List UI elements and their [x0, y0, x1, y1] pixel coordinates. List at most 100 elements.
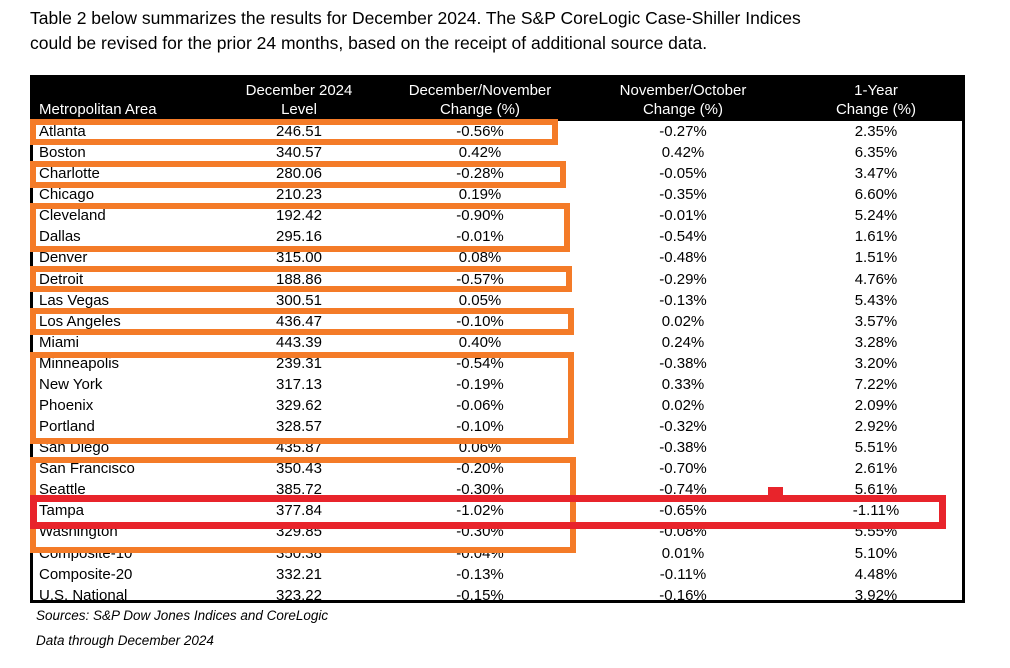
- table-row: Las Vegas 300.51 0.05% -0.13% 5.43%: [33, 290, 962, 311]
- cell-nov_oct: 0.02%: [661, 312, 705, 330]
- title-line-1: Table 2 below summarizes the results for…: [30, 8, 801, 28]
- table-row: Phoenix 329.62 -0.06% 0.02% 2.09%: [33, 395, 962, 416]
- cell-one_year: 6.60%: [854, 186, 898, 204]
- cell-nov_oct: -0.38%: [659, 354, 707, 372]
- cell-level: 239.31: [276, 354, 322, 372]
- cell-nov_oct: -0.27%: [659, 123, 707, 140]
- cell-area: San Diego: [39, 439, 110, 457]
- case-shiller-table: Metropolitan Area December 2024 Level De…: [30, 75, 965, 606]
- table-row: Detroit 188.86 -0.57% -0.29% 4.76%: [33, 269, 962, 290]
- cell-area: Detroit: [39, 270, 84, 288]
- table-row: Charlotte 280.06 -0.28% -0.05% 3.47%: [33, 163, 962, 184]
- column-header-december-2024-level: December 2024 Level: [214, 80, 384, 121]
- cell-one_year: 4.48%: [854, 565, 898, 583]
- table-row: Los Angeles 436.47 -0.10% 0.02% 3.57%: [33, 311, 962, 332]
- cell-dec_nov: -1.02%: [456, 502, 504, 520]
- page-title: Table 2 below summarizes the results for…: [30, 6, 990, 56]
- cell-area: Denver: [39, 249, 88, 267]
- table-row: U.S. National 323.22 -0.15% -0.16% 3.92%: [33, 585, 962, 606]
- header-line-bottom: Change (%): [835, 101, 917, 118]
- cell-dec_nov: -0.54%: [456, 354, 504, 372]
- table-row: New York 317.13 -0.19% 0.33% 7.22%: [33, 374, 962, 395]
- cell-area: Seattle: [39, 481, 86, 499]
- table-row: Washington 329.85 -0.30% -0.08% 5.55%: [33, 521, 962, 542]
- data-through-note: Data through December 2024: [36, 633, 214, 648]
- cell-area: Cleveland: [39, 207, 106, 225]
- table-body: Atlanta 246.51 -0.56% -0.27% 2.35% Boston 340.…: [33, 121, 962, 606]
- table-row: Atlanta 246.51 -0.56% -0.27% 2.35%: [33, 121, 962, 142]
- header-line-top: 1-Year: [854, 82, 898, 99]
- cell-nov_oct: -0.54%: [659, 228, 707, 246]
- cell-one_year: 5.51%: [854, 439, 898, 457]
- cell-level: 435.87: [276, 439, 322, 457]
- cell-dec_nov: -0.90%: [456, 207, 504, 225]
- header-line-bottom: Level: [281, 101, 317, 118]
- cell-one_year: 4.76%: [854, 270, 898, 288]
- cell-one_year: 1.61%: [854, 228, 898, 246]
- cell-level: 246.51: [276, 123, 322, 140]
- cell-area: Miami: [39, 333, 79, 351]
- cell-dec_nov: 0.08%: [458, 249, 502, 267]
- cell-dec_nov: -0.04%: [456, 544, 504, 562]
- table-row: Denver 315.00 0.08% -0.48% 1.51%: [33, 247, 962, 268]
- cell-level: 280.06: [276, 165, 322, 183]
- table-row: Tampa 377.84 -1.02% -0.65% -1.11%: [33, 500, 962, 521]
- column-header-december-november-change: December/November Change (%): [384, 80, 576, 121]
- cell-dec_nov: 0.42%: [458, 144, 502, 162]
- cell-nov_oct: -0.11%: [659, 565, 707, 583]
- cell-area: Composite-10: [39, 544, 133, 562]
- cell-area: Atlanta: [39, 123, 86, 140]
- cell-area: Chicago: [39, 186, 95, 204]
- cell-one_year: 3.20%: [854, 354, 898, 372]
- cell-dec_nov: -0.30%: [456, 481, 504, 499]
- cell-area: Boston: [39, 144, 86, 162]
- cell-one_year: 7.22%: [854, 375, 898, 393]
- cell-level: 323.22: [276, 586, 322, 604]
- cell-dec_nov: -0.10%: [456, 418, 504, 436]
- header-line-bottom: Change (%): [439, 101, 521, 118]
- cell-area: Los Angeles: [39, 312, 121, 330]
- cell-nov_oct: -0.74%: [659, 481, 707, 499]
- sources-note: Sources: S&P Dow Jones Indices and CoreL…: [36, 608, 329, 623]
- cell-one_year: 3.92%: [854, 586, 898, 604]
- cell-one_year: -1.11%: [852, 502, 900, 520]
- cell-one_year: 1.51%: [854, 249, 898, 267]
- table-row: Portland 328.57 -0.10% -0.32% 2.92%: [33, 416, 962, 437]
- cell-nov_oct: -0.08%: [659, 523, 707, 541]
- table-row: Boston 340.57 0.42% 0.42% 6.35%: [33, 142, 962, 163]
- cell-nov_oct: -0.48%: [659, 249, 707, 267]
- table-row: Composite-20 332.21 -0.13% -0.11% 4.48%: [33, 564, 962, 585]
- column-header-november-october-change: November/October Change (%): [576, 80, 790, 121]
- cell-level: 188.86: [276, 270, 322, 288]
- table-row: Miami 443.39 0.40% 0.24% 3.28%: [33, 332, 962, 353]
- cell-dec_nov: -0.01%: [456, 228, 504, 246]
- cell-nov_oct: 0.33%: [661, 375, 705, 393]
- cell-level: 295.16: [276, 228, 322, 246]
- table-row: Seattle 385.72 -0.30% -0.74% 5.61%: [33, 479, 962, 500]
- table-row: Composite-10 350.38 -0.04% 0.01% 5.10%: [33, 543, 962, 564]
- cell-one_year: 2.61%: [854, 460, 898, 478]
- cell-area: Minneapolis: [39, 354, 120, 372]
- cell-area: U.S. National: [39, 586, 128, 604]
- cell-level: 329.85: [276, 523, 322, 541]
- cell-dec_nov: -0.10%: [456, 312, 504, 330]
- cell-dec_nov: -0.28%: [456, 165, 504, 183]
- header-line-bottom: Change (%): [642, 101, 724, 118]
- cell-level: 328.57: [276, 418, 322, 436]
- cell-nov_oct: -0.05%: [659, 165, 707, 183]
- cell-level: 340.57: [276, 144, 322, 162]
- cell-nov_oct: 0.42%: [661, 144, 705, 162]
- cell-one_year: 3.47%: [854, 165, 898, 183]
- cell-dec_nov: -0.19%: [456, 375, 504, 393]
- cell-nov_oct: -0.32%: [659, 418, 707, 436]
- table-row: Minneapolis 239.31 -0.54% -0.38% 3.20%: [33, 353, 962, 374]
- cell-nov_oct: 0.01%: [661, 544, 705, 562]
- cell-nov_oct: -0.65%: [659, 502, 707, 520]
- header-line-top: November/October: [619, 82, 747, 99]
- cell-area: Tampa: [39, 502, 85, 520]
- table-footer: Sources: S&P Dow Jones Indices and CoreL…: [36, 608, 328, 649]
- cell-area: Composite-20: [39, 565, 133, 583]
- cell-dec_nov: -0.20%: [456, 460, 504, 478]
- table-row: Cleveland 192.42 -0.90% -0.01% 5.24%: [33, 205, 962, 226]
- cell-level: 192.42: [276, 207, 322, 225]
